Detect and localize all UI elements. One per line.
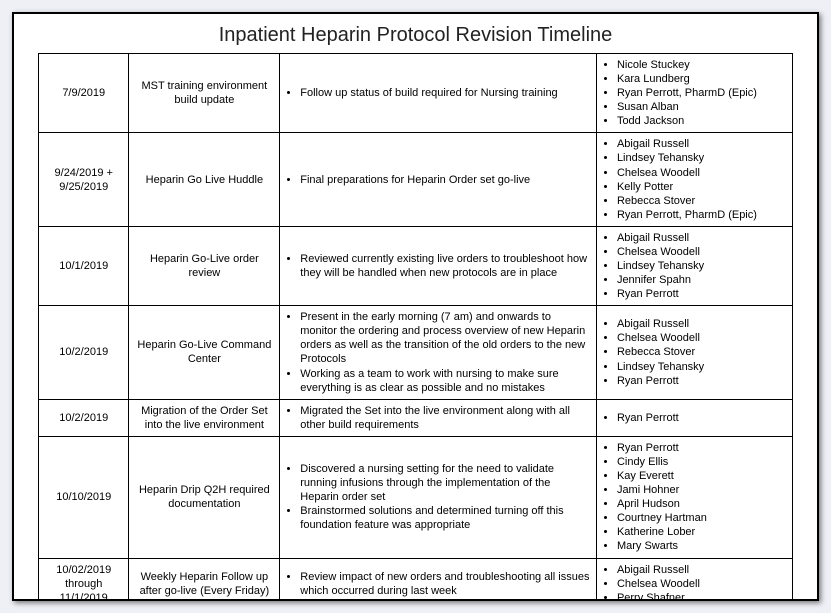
event-cell: MST training environment build update [129,54,280,133]
event-cell: Heparin Go-Live Command Center [129,306,280,399]
person-item: Rebecca Stover [617,194,786,208]
table-row: 9/24/2019 + 9/25/2019Heparin Go Live Hud… [39,133,793,226]
page-title: Inpatient Heparin Protocol Revision Time… [38,24,793,47]
people-cell: Abigail RussellChelsea WoodellRebecca St… [596,306,792,399]
person-item: Chelsea Woodell [617,166,786,180]
details-cell: Reviewed currently existing live orders … [280,226,597,305]
person-item: Kelly Potter [617,180,786,194]
detail-item: Present in the early morning (7 am) and … [300,310,590,366]
person-item: Kara Lundberg [617,72,786,86]
person-item: Rebecca Stover [617,345,786,359]
date-cell: 7/9/2019 [39,54,129,133]
person-item: Perry Shafner [617,591,786,601]
detail-item: Brainstormed solutions and determined tu… [300,504,590,532]
date-cell: 10/2/2019 [39,399,129,436]
date-cell: 9/24/2019 + 9/25/2019 [39,133,129,226]
date-cell: 10/10/2019 [39,436,129,558]
person-item: Abigail Russell [617,137,786,151]
table-row: 10/1/2019Heparin Go-Live order review Rev… [39,226,793,305]
event-cell: Weekly Heparin Follow up after go-live (… [129,558,280,601]
person-item: Lindsey Tehansky [617,151,786,165]
person-item: Todd Jackson [617,114,786,128]
person-item: Abigail Russell [617,563,786,577]
date-cell: 10/1/2019 [39,226,129,305]
detail-item: Reviewed currently existing live orders … [300,252,590,280]
date-cell: 10/2/2019 [39,306,129,399]
detail-item: Working as a team to work with nursing t… [300,367,590,395]
people-cell: Abigail RussellLindsey TehanskyChelsea W… [596,133,792,226]
person-item: April Hudson [617,497,786,511]
detail-item: Discovered a nursing setting for the nee… [300,462,590,504]
details-cell: Follow up status of build required for N… [280,54,597,133]
event-cell: Heparin Go Live Huddle [129,133,280,226]
person-item: Chelsea Woodell [617,331,786,345]
table-row: 10/10/2019Heparin Drip Q2H required docu… [39,436,793,558]
person-item: Abigail Russell [617,231,786,245]
event-cell: Migration of the Order Set into the live… [129,399,280,436]
person-item: Ryan Perrott [617,287,786,301]
people-cell: Ryan PerrottCindy EllisKay EverettJami H… [596,436,792,558]
details-cell: Final preparations for Heparin Order set… [280,133,597,226]
person-item: Chelsea Woodell [617,245,786,259]
person-item: Ryan Perrott [617,411,786,425]
person-item: Kay Everett [617,469,786,483]
person-item: Katherine Lober [617,525,786,539]
details-cell: Review impact of new orders and troubles… [280,558,597,601]
event-cell: Heparin Go-Live order review [129,226,280,305]
details-cell: Migrated the Set into the live environme… [280,399,597,436]
person-item: Ryan Perrott, PharmD (Epic) [617,86,786,100]
detail-item: Follow up status of build required for N… [300,86,590,100]
person-item: Ryan Perrott, PharmD (Epic) [617,208,786,222]
timeline-table: 7/9/2019MST training environment build u… [38,53,793,601]
person-item: Lindsey Tehansky [617,259,786,273]
people-cell: Abigail RussellChelsea WoodellPerry Shaf… [596,558,792,601]
person-item: Ryan Perrott [617,374,786,388]
people-cell: Nicole StuckeyKara LundbergRyan Perrott,… [596,54,792,133]
person-item: Ryan Perrott [617,441,786,455]
event-cell: Heparin Drip Q2H required documentation [129,436,280,558]
people-cell: Ryan Perrott [596,399,792,436]
person-item: Jennifer Spahn [617,273,786,287]
details-cell: Present in the early morning (7 am) and … [280,306,597,399]
person-item: Nicole Stuckey [617,58,786,72]
detail-item: Migrated the Set into the live environme… [300,404,590,432]
person-item: Susan Alban [617,100,786,114]
table-row: 10/2/2019Heparin Go-Live Command Center P… [39,306,793,399]
table-row: 7/9/2019MST training environment build u… [39,54,793,133]
table-row: 10/2/2019Migration of the Order Set into… [39,399,793,436]
details-cell: Discovered a nursing setting for the nee… [280,436,597,558]
person-item: Lindsey Tehansky [617,360,786,374]
table-row: 10/02/2019 through 11/1/2019Weekly Hepar… [39,558,793,601]
person-item: Abigail Russell [617,317,786,331]
people-cell: Abigail RussellChelsea WoodellLindsey Te… [596,226,792,305]
person-item: Chelsea Woodell [617,577,786,591]
person-item: Cindy Ellis [617,455,786,469]
detail-item: Review impact of new orders and troubles… [300,570,590,598]
person-item: Courtney Hartman [617,511,786,525]
person-item: Jami Hohner [617,483,786,497]
detail-item: Final preparations for Heparin Order set… [300,173,590,187]
person-item: Mary Swarts [617,539,786,553]
date-cell: 10/02/2019 through 11/1/2019 [39,558,129,601]
timeline-card: Inpatient Heparin Protocol Revision Time… [12,12,819,601]
